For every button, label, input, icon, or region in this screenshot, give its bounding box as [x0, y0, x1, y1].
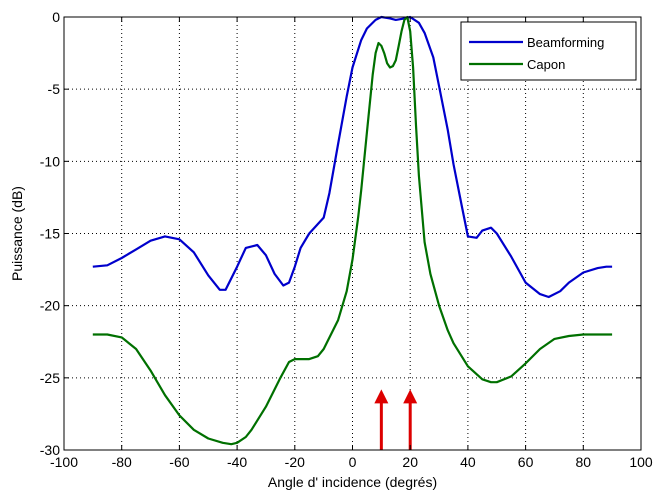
series-group: [92, 15, 613, 446]
x-tick-label: -40: [227, 454, 247, 470]
x-tick-label: 0: [349, 454, 357, 470]
arrow-marker: [403, 389, 418, 450]
y-tick-label: -20: [40, 298, 60, 314]
grid: [64, 17, 641, 450]
y-tick-label: -25: [40, 370, 60, 386]
y-tick-label: -10: [40, 153, 60, 169]
y-tick-label: -15: [40, 226, 60, 242]
y-tick-label: 0: [52, 9, 60, 25]
x-tick-label: 80: [576, 454, 592, 470]
x-tick-label: -100: [50, 454, 78, 470]
series-line-beamforming: [92, 15, 613, 299]
x-tick-label: -60: [169, 454, 189, 470]
arrow-head: [403, 389, 418, 404]
arrow-marker: [374, 389, 389, 450]
x-tick-label: -20: [285, 454, 305, 470]
legend: Beamforming Capon: [460, 21, 637, 81]
x-axis-label: Angle d' incidence (degrés): [268, 474, 437, 490]
y-tick-label: -30: [40, 442, 60, 458]
x-tick-label: -80: [112, 454, 132, 470]
y-axis-label: Puissance (dB): [9, 186, 25, 281]
arrow-head: [374, 389, 389, 404]
series-line-capon: [92, 15, 613, 446]
x-tick-label: 60: [518, 454, 534, 470]
legend-box: [460, 21, 637, 81]
legend-label-beamforming: Beamforming: [527, 35, 604, 50]
legend-label-capon: Capon: [527, 57, 565, 72]
tick-group: -100 -80 -60 -40 -20 0 20 40 60 80 100 0 -5 -10 -15 -20…: [40, 9, 653, 470]
annotation-group: [374, 389, 418, 450]
y-tick-label: -5: [48, 81, 61, 97]
x-tick-label: 20: [402, 454, 418, 470]
x-tick-label: 100: [629, 454, 653, 470]
x-tick-label: 40: [460, 454, 476, 470]
